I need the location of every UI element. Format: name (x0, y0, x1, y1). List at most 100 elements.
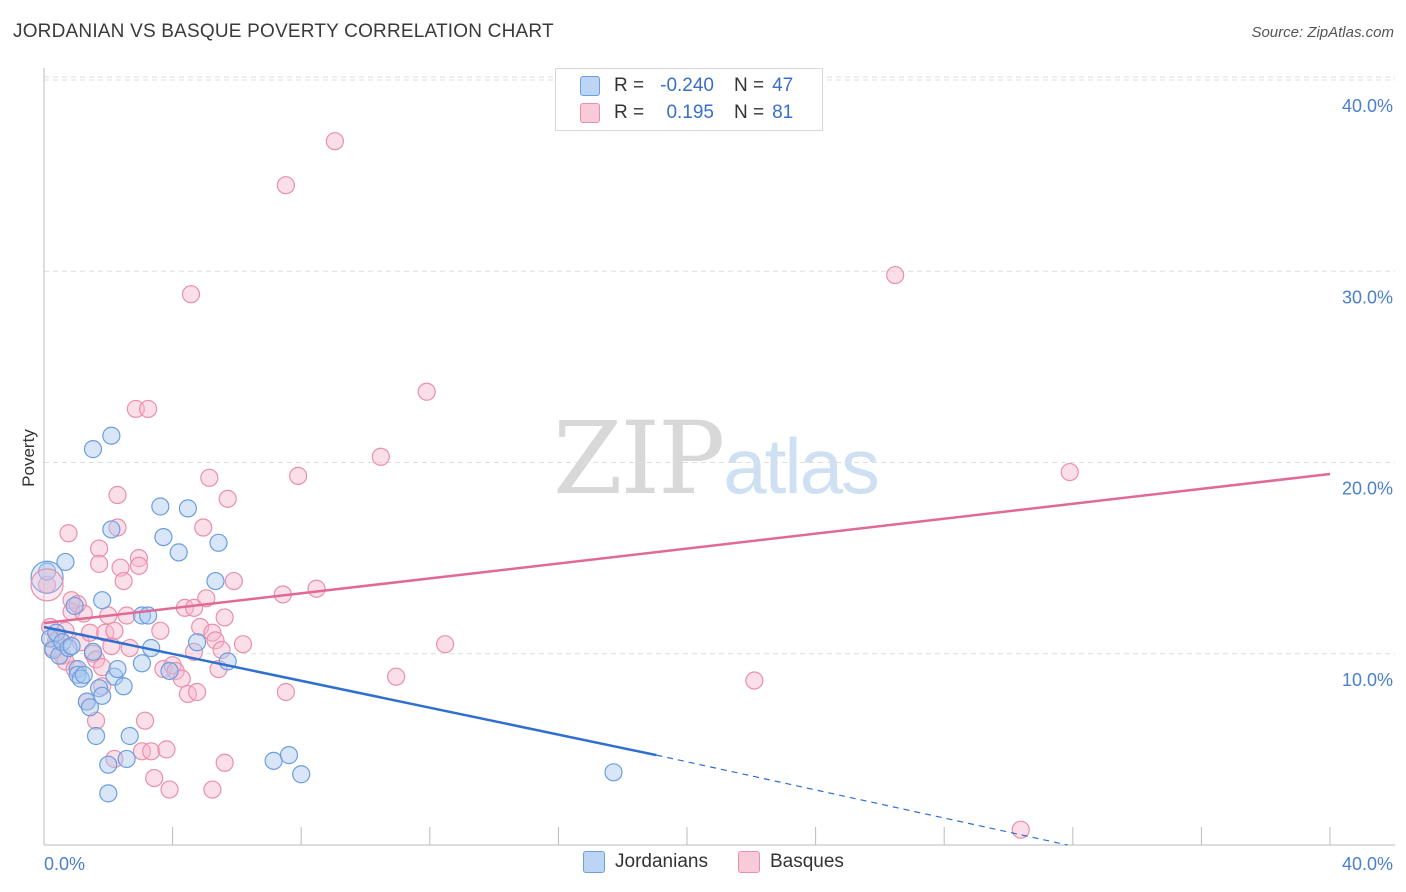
basques-point (307, 579, 326, 598)
jordanians-point (62, 636, 81, 656)
basques-point (96, 623, 115, 642)
basques-point (68, 594, 87, 614)
jordanians-trend-extension (656, 754, 1068, 846)
jordanians-point (59, 638, 78, 658)
basques-point (745, 671, 764, 690)
jordanians-point (102, 520, 121, 539)
watermark-atlas: atlas (723, 422, 880, 510)
basques-point (218, 489, 237, 508)
jordanians-point (99, 784, 118, 803)
legend-n-label-jordanians: N = (734, 75, 765, 96)
jordanians-point (114, 677, 133, 696)
basques-point (160, 780, 179, 799)
basques-point (90, 554, 109, 573)
jordanians-point (154, 527, 173, 547)
basques-point (142, 742, 161, 761)
jordanians-point (151, 497, 170, 516)
basques-point (194, 518, 213, 537)
legend-swatch-jordanians (580, 76, 600, 96)
source-label: Source: ZipAtlas.com (1251, 24, 1394, 41)
series-label-jordanians: Jordanians (615, 851, 708, 872)
jordanians-point (178, 499, 198, 518)
jordanians-point (264, 751, 283, 770)
basques-point (1060, 462, 1079, 482)
jordanians-point (279, 746, 299, 765)
jordanians-point (93, 686, 112, 705)
basques-point (276, 682, 295, 702)
legend-r-label-basques: R = (614, 102, 645, 123)
basques-point (129, 556, 149, 575)
basques-point (200, 468, 219, 487)
basques-point (886, 265, 905, 285)
jordanians-point (93, 591, 112, 610)
jordanians-point-large (30, 560, 64, 594)
basques-point (178, 684, 198, 704)
jordanians-point (80, 698, 100, 717)
basques-point (90, 539, 109, 558)
basques-point (181, 285, 201, 304)
legend-n-value-jordanians: 47 (772, 75, 794, 96)
jordanians-point (209, 533, 228, 552)
basques-point (111, 558, 130, 577)
basques-point (145, 768, 164, 788)
legend-r-value-jordanians: -0.240 (660, 75, 714, 96)
series-legend: Jordanians Basques (583, 851, 874, 873)
basques-point (187, 682, 207, 702)
basques-point (215, 608, 234, 627)
basques-point (224, 571, 243, 591)
series-swatch-jordanians (583, 851, 605, 873)
jordanians-point (187, 633, 207, 652)
basques-point (233, 635, 253, 654)
basques-point (289, 466, 308, 485)
basques-point (129, 549, 149, 568)
jordanians-point (99, 755, 118, 774)
jordanians-point (108, 659, 127, 679)
y-tick-label: 20.0% (1342, 479, 1393, 499)
jordanians-point (65, 596, 84, 616)
basques-point (197, 589, 216, 608)
y-tick-label: 10.0% (1342, 670, 1393, 690)
basques-point (212, 640, 231, 660)
basques-point (135, 711, 155, 730)
legend-swatch-basques (580, 103, 600, 123)
jordanians-point (83, 642, 103, 661)
series-legend-jordanians: Jordanians (583, 851, 708, 873)
basques-point (93, 677, 112, 696)
y-tick-label: 30.0% (1342, 287, 1393, 307)
basques-point (93, 658, 112, 677)
jordanians-trend-line (43, 625, 657, 757)
jordanians-point (56, 552, 75, 572)
basques-point (108, 485, 127, 505)
jordanians-point (292, 765, 311, 784)
series-legend-basques: Basques (737, 851, 844, 873)
series-label-basques: Basques (769, 851, 844, 872)
jordanians-point (169, 543, 188, 562)
legend-r-value-basques: 0.195 (666, 102, 714, 123)
basques-point (139, 399, 158, 419)
y-axis-label: Poverty (19, 429, 38, 487)
legend-row-basques: R = 0.195 N = 81 (580, 101, 793, 125)
jordanians-point (120, 726, 139, 746)
x-tick-label: 40.0% (1342, 854, 1393, 874)
basques-point (157, 740, 176, 759)
jordanians-point (117, 749, 136, 769)
basques-point (371, 447, 390, 466)
basques-point (86, 711, 106, 730)
basques-point (203, 780, 222, 799)
basques-point (105, 621, 124, 640)
series-swatch-basques (737, 851, 760, 873)
basques-point (206, 631, 225, 650)
legend-r-label-jordanians: R = (614, 75, 645, 96)
legend-n-label-basques: N = (734, 102, 765, 123)
basques-point (132, 742, 152, 761)
basques-point-large (30, 568, 64, 602)
basques-point (325, 132, 344, 151)
watermark-zip: ZIP (553, 400, 725, 517)
jordanians-point (86, 726, 106, 746)
basques-point (417, 382, 436, 401)
basques-point (436, 635, 455, 654)
stats-legend: R = -0.240 N = 47 R = 0.195 N = 81 (555, 68, 823, 131)
basques-point (114, 571, 133, 591)
basques-trend-line (43, 472, 1331, 625)
